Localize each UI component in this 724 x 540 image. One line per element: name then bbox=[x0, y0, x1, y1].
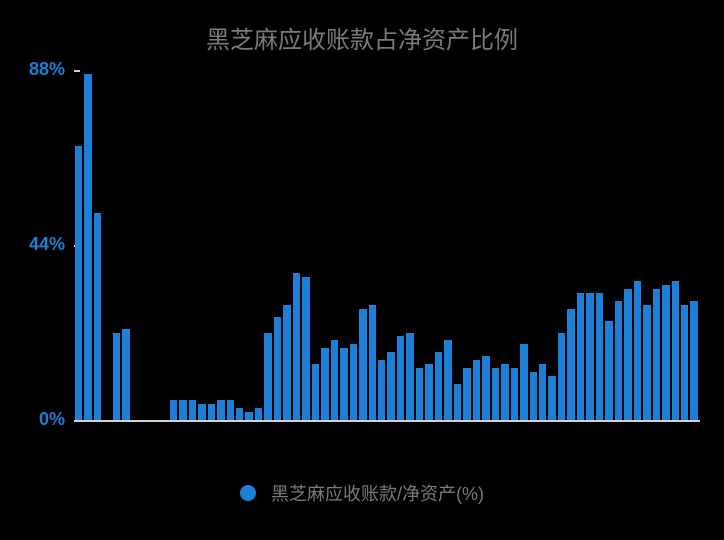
bar bbox=[236, 408, 243, 420]
bar bbox=[596, 293, 603, 420]
bar bbox=[122, 329, 129, 420]
bar bbox=[577, 293, 584, 420]
bar bbox=[406, 333, 413, 421]
bar bbox=[473, 360, 480, 420]
bar bbox=[227, 400, 234, 420]
bar bbox=[558, 333, 565, 421]
bar bbox=[369, 305, 376, 420]
y-tick-label-88: 88% bbox=[0, 59, 65, 80]
bar bbox=[643, 305, 650, 420]
bar bbox=[653, 289, 660, 420]
bar bbox=[245, 412, 252, 420]
legend-label: 黑芝麻应收账款/净资产(%) bbox=[271, 484, 484, 504]
bar bbox=[255, 408, 262, 420]
bars-group bbox=[75, 70, 700, 420]
bar bbox=[75, 146, 82, 420]
bar bbox=[454, 384, 461, 420]
bar bbox=[672, 281, 679, 420]
bar bbox=[511, 368, 518, 420]
bar bbox=[397, 336, 404, 420]
chart-title: 黑芝麻应收账款占净资产比例 bbox=[0, 20, 724, 55]
bar bbox=[208, 404, 215, 420]
bar bbox=[170, 400, 177, 420]
bar bbox=[605, 321, 612, 420]
bar bbox=[312, 364, 319, 420]
bar bbox=[567, 309, 574, 420]
y-tick-label-0: 0% bbox=[0, 409, 65, 430]
bar bbox=[624, 289, 631, 420]
bar bbox=[113, 333, 120, 421]
bar bbox=[321, 348, 328, 420]
bar bbox=[189, 400, 196, 420]
bar bbox=[331, 340, 338, 420]
bar bbox=[198, 404, 205, 420]
bar bbox=[293, 273, 300, 420]
y-tick-mark-0 bbox=[74, 420, 80, 422]
bar bbox=[350, 344, 357, 420]
bar bbox=[444, 340, 451, 420]
bar bbox=[530, 372, 537, 420]
bar bbox=[586, 293, 593, 420]
bar bbox=[435, 352, 442, 420]
bar bbox=[94, 213, 101, 420]
bar bbox=[681, 305, 688, 420]
bar bbox=[378, 360, 385, 420]
bar bbox=[340, 348, 347, 420]
bar bbox=[539, 364, 546, 420]
bar bbox=[463, 368, 470, 420]
x-axis-line bbox=[75, 420, 700, 422]
bar bbox=[690, 301, 697, 420]
chart-container: 黑芝麻应收账款占净资产比例 88% 44% 0% 黑芝麻应收账款/净资产(%) bbox=[0, 0, 724, 540]
bar bbox=[520, 344, 527, 420]
bar bbox=[179, 400, 186, 420]
bar bbox=[387, 352, 394, 420]
bar bbox=[84, 74, 91, 420]
bar bbox=[482, 356, 489, 420]
bar bbox=[425, 364, 432, 420]
legend-dot-icon bbox=[240, 485, 256, 501]
y-tick-label-44: 44% bbox=[0, 234, 65, 255]
bar bbox=[634, 281, 641, 420]
bar bbox=[662, 285, 669, 420]
bar bbox=[416, 368, 423, 420]
bar bbox=[615, 301, 622, 420]
legend: 黑芝麻应收账款/净资产(%) bbox=[0, 480, 724, 506]
bar bbox=[501, 364, 508, 420]
bar bbox=[274, 317, 281, 420]
bar bbox=[548, 376, 555, 420]
bar bbox=[492, 368, 499, 420]
bar bbox=[217, 400, 224, 420]
bar bbox=[283, 305, 290, 420]
bar bbox=[302, 277, 309, 420]
bar bbox=[359, 309, 366, 420]
bar bbox=[264, 333, 271, 421]
